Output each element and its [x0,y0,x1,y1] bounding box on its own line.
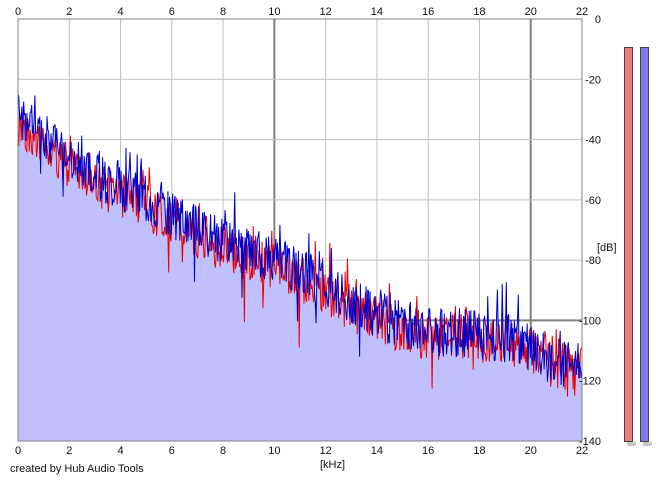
spectrum-fill [18,94,582,441]
x-tick-label-bottom: 2 [66,445,72,457]
x-tick-label-top: 0 [15,6,21,18]
footer-credit: created by Hub Audio Tools [10,463,144,475]
y-axis-label: [dB] [597,242,617,254]
x-tick-label-top: 6 [169,6,175,18]
x-tick-label-bottom: 10 [268,445,280,457]
y-ticks: 0 -20 -40 -60 -80 -100 -120 -140 [579,14,601,448]
x-axis-label: [kHz] [320,459,345,471]
y-tick-label: -140 [579,436,601,448]
x-tick-label-top: 14 [371,6,383,18]
x-ticks-top: 0 2 4 6 8 10 12 14 16 18 20 22 [15,6,588,18]
y-tick-label: -120 [579,376,601,388]
x-tick-label-top: 12 [320,6,332,18]
y-tick-label: -80 [585,255,601,267]
x-tick-label-top: 22 [576,6,588,18]
x-tick-label-bottom: 4 [117,445,123,457]
y-tick-label: -40 [585,135,601,147]
spectrum-lines [17,93,583,397]
y-tick-label: -20 [585,74,601,86]
x-tick-label-top: 2 [66,6,72,18]
x-tick-label-top: 18 [473,6,485,18]
x-tick-label-bottom: 8 [220,445,226,457]
x-tick-label-top: 16 [422,6,434,18]
x-tick-label-bottom: 20 [525,445,537,457]
y-tick-label: -60 [585,195,601,207]
x-ticks-bottom: 0 2 4 6 8 10 12 14 16 18 20 22 [15,445,588,457]
x-tick-label-bottom: 18 [473,445,485,457]
x-tick-label-bottom: 6 [169,445,175,457]
level-meter-left [624,47,636,446]
x-tick-label-bottom: 14 [371,445,383,457]
y-tick-label: -100 [579,315,601,327]
plot-frame [17,18,583,442]
x-tick-label-bottom: 22 [576,445,588,457]
level-meter-right [640,47,652,446]
spectrum-area [18,94,582,441]
x-tick-label-top: 10 [268,6,280,18]
y-tick-label: 0 [595,14,601,26]
x-tick-label-bottom: 12 [320,445,332,457]
x-tick-label-bottom: 0 [15,445,21,457]
x-tick-label-top: 20 [525,6,537,18]
x-tick-label-bottom: 16 [422,445,434,457]
x-tick-label-top: 8 [220,6,226,18]
x-tick-label-top: 4 [117,6,123,18]
series-line-blue [17,93,583,387]
